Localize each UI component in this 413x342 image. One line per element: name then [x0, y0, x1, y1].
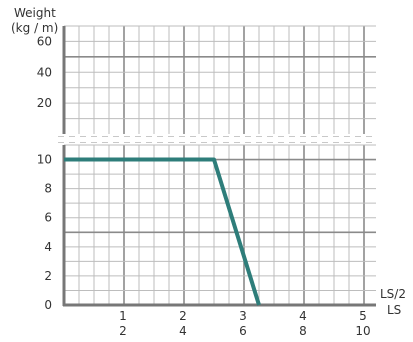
- y-tick-label-upper: 60: [37, 34, 52, 48]
- series-layer: [64, 157, 261, 306]
- y-tick-label-lower: 2: [44, 269, 52, 283]
- y-tick-label-lower: 6: [44, 211, 52, 225]
- x-tick-label-top: 2: [179, 309, 187, 323]
- y-tick-label-upper: 40: [37, 65, 52, 79]
- y-axis-label-line1: Weight: [14, 6, 56, 20]
- x-axis-label-top: LS/2: [380, 287, 406, 301]
- y-tick-label-lower: 8: [44, 182, 52, 196]
- y-tick-label-lower: 10: [37, 153, 52, 167]
- axes: [58, 26, 376, 307]
- grid: [64, 25, 376, 305]
- y-axis-label-line2: (kg / m): [11, 21, 58, 35]
- x-tick-label-top: 5: [359, 309, 367, 323]
- y-tick-label-upper: 20: [37, 96, 52, 110]
- x-tick-label-bottom: 10: [355, 324, 370, 338]
- x-tick-label-bottom: 4: [179, 324, 187, 338]
- x-tick-label-bottom: 6: [239, 324, 247, 338]
- x-tick-label-top: 1: [119, 309, 127, 323]
- y-tick-label-lower: 0: [44, 298, 52, 312]
- x-tick-label-bottom: 8: [299, 324, 307, 338]
- x-tick-label-top: 3: [239, 309, 247, 323]
- y-tick-label-lower: 4: [44, 240, 52, 254]
- x-tick-label-bottom: 2: [119, 324, 127, 338]
- x-tick-label-top: 4: [299, 309, 307, 323]
- series-line: [64, 157, 261, 306]
- x-axis-label-bottom: LS: [387, 303, 401, 317]
